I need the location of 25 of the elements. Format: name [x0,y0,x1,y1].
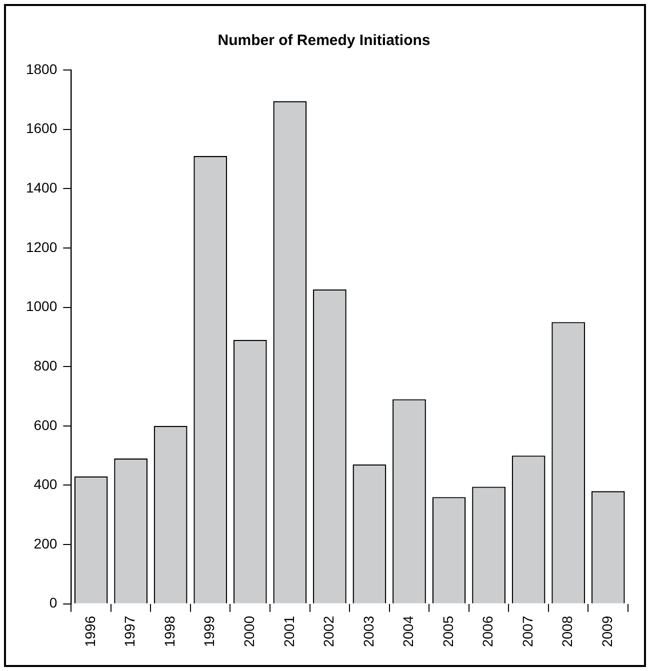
y-tick-label: 0 [49,594,58,611]
x-tick-label: 2000 [240,616,257,648]
x-tick-label: 1999 [201,616,218,648]
y-tick-label: 1400 [26,179,58,196]
y-tick-label: 1600 [26,120,58,136]
x-tick-label: 2009 [598,616,615,648]
x-tick-label: 2003 [360,616,376,648]
y-tick-label: 1800 [26,60,58,77]
x-tick-label: 2006 [480,616,496,648]
y-tick-label: 600 [34,416,58,433]
x-tick-label: 2002 [320,616,337,648]
x-tick-label: 1997 [122,616,138,648]
y-tick-label: 1200 [26,238,58,255]
x-tick-label: 1996 [82,616,98,648]
y-tick-label: 1000 [26,298,58,314]
chart-title: Number of Remedy Initiations [218,32,430,50]
x-tick-label: 2008 [559,616,576,648]
y-tick-label: 400 [34,476,58,492]
x-tick-label: 2001 [280,616,297,648]
y-tick-label: 200 [34,535,58,552]
y-tick-label: 800 [34,357,58,374]
x-tick-label: 1998 [161,616,178,648]
x-tick-label: 2004 [400,616,416,648]
x-tick-label: 2005 [440,616,456,648]
x-tick-label: 2007 [519,616,536,648]
